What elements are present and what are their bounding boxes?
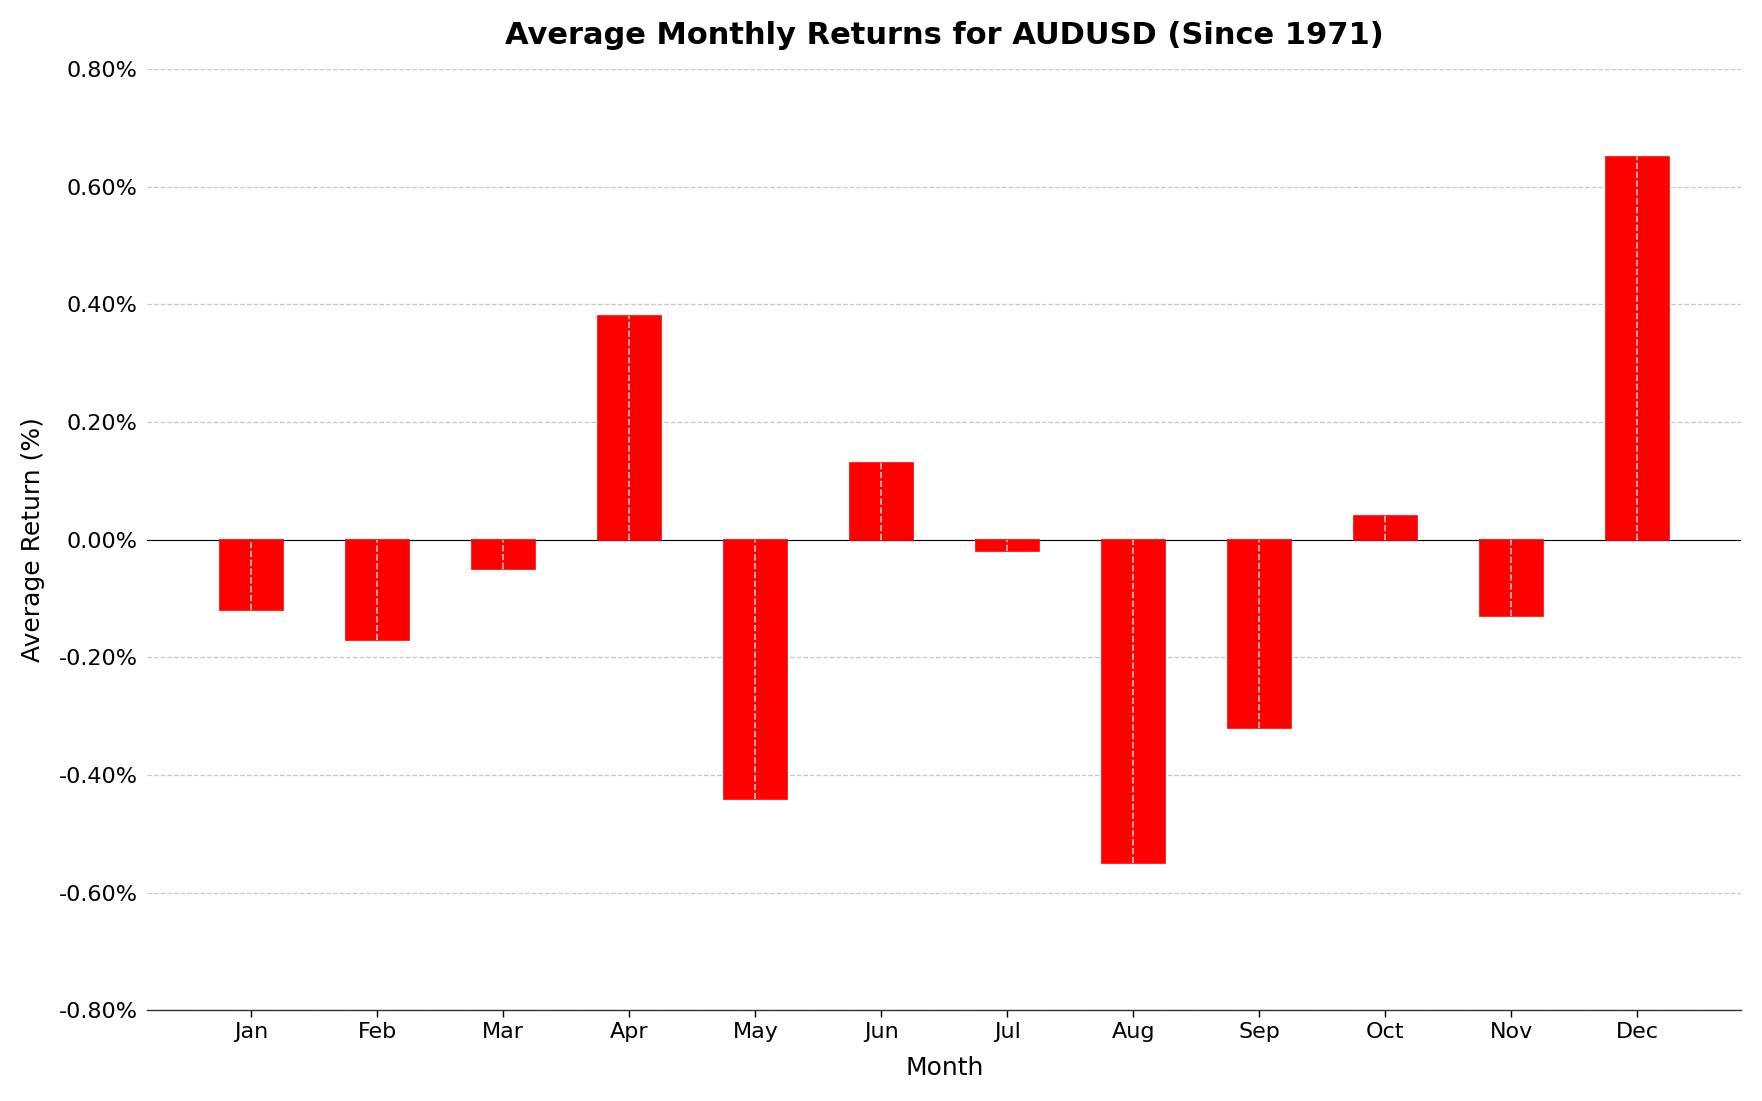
- Bar: [1353, 516, 1417, 539]
- Bar: [976, 539, 1040, 552]
- X-axis label: Month: Month: [906, 1056, 983, 1080]
- Bar: [1101, 539, 1165, 863]
- Bar: [849, 464, 913, 539]
- Bar: [724, 539, 788, 798]
- Bar: [1228, 539, 1292, 728]
- Bar: [345, 539, 409, 640]
- Bar: [472, 539, 536, 569]
- Bar: [597, 316, 661, 539]
- Bar: [1480, 539, 1544, 617]
- Y-axis label: Average Return (%): Average Return (%): [21, 417, 44, 662]
- Title: Average Monthly Returns for AUDUSD (Since 1971): Average Monthly Returns for AUDUSD (Sinc…: [506, 21, 1383, 50]
- Bar: [1605, 157, 1669, 539]
- Bar: [220, 539, 284, 610]
